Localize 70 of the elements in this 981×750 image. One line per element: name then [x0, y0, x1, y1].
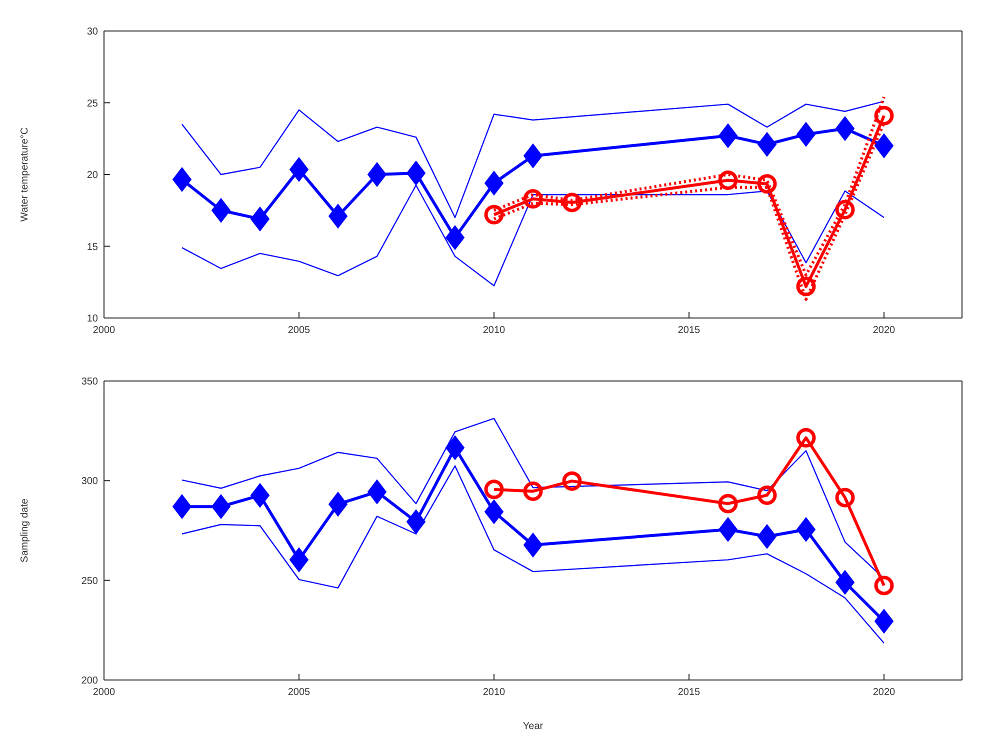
- y-axis-title: Sampling date: [20, 498, 31, 562]
- y-tick-label: 350: [81, 376, 98, 388]
- point: [758, 524, 776, 549]
- point: [562, 471, 582, 491]
- y-tick-label: 250: [81, 576, 98, 587]
- x-tick-label: 2000: [92, 325, 116, 336]
- point: [172, 167, 192, 192]
- y-tick-label: 15: [86, 242, 98, 253]
- x-tick-label: 2015: [678, 325, 701, 336]
- y-tick-label: 20: [86, 170, 98, 182]
- point: [406, 160, 426, 186]
- point: [836, 570, 854, 595]
- point: [290, 157, 308, 182]
- point: [484, 480, 504, 500]
- point: [796, 122, 816, 147]
- point: [874, 134, 894, 158]
- x-tick-label: 2010: [482, 687, 506, 698]
- point: [562, 192, 582, 212]
- point: [446, 436, 464, 460]
- point: [718, 494, 738, 514]
- point: [250, 483, 270, 508]
- x-tick-label: 2005: [288, 325, 311, 336]
- x-axis-title: Year: [522, 721, 544, 732]
- point: [836, 116, 854, 141]
- point: [796, 276, 816, 296]
- point: [212, 494, 230, 519]
- point: [328, 492, 348, 516]
- y-tick-label: 200: [81, 676, 98, 687]
- point: [718, 170, 738, 190]
- point: [212, 198, 230, 223]
- point: [874, 576, 894, 596]
- point: [446, 225, 464, 250]
- point: [484, 204, 504, 224]
- y-tick-label: 300: [81, 476, 98, 488]
- line-series: [181, 100, 885, 218]
- x-tick-label: 2010: [482, 325, 506, 336]
- point: [328, 204, 348, 228]
- point: [524, 144, 542, 168]
- point: [758, 132, 776, 157]
- point: [524, 532, 542, 558]
- point: [757, 174, 777, 194]
- point: [874, 608, 894, 634]
- point: [368, 480, 386, 504]
- point: [757, 485, 777, 505]
- point: [250, 206, 270, 232]
- point: [368, 162, 386, 187]
- point: [484, 500, 504, 524]
- point: [718, 124, 738, 148]
- point: [835, 200, 855, 220]
- x-tick-label: 2005: [288, 687, 311, 698]
- point: [718, 517, 738, 542]
- line-series: [181, 465, 885, 644]
- y-axis-title: Water temperature°C: [20, 127, 31, 222]
- x-tick-label: 2015: [678, 687, 701, 698]
- point: [523, 189, 543, 209]
- point: [172, 494, 192, 519]
- point: [484, 170, 504, 196]
- x-tick-label: 2000: [92, 687, 116, 698]
- point: [406, 510, 426, 534]
- point: [874, 106, 894, 126]
- x-tick-label: 2020: [872, 687, 896, 698]
- point: [523, 481, 543, 501]
- point: [835, 488, 855, 508]
- y-tick-label: 25: [86, 98, 98, 110]
- y-tick-label: 30: [86, 26, 98, 38]
- point: [796, 428, 816, 448]
- point: [290, 548, 308, 572]
- point: [796, 517, 816, 542]
- y-tick-label: 10: [86, 314, 98, 325]
- x-tick-label: 2020: [872, 325, 896, 336]
